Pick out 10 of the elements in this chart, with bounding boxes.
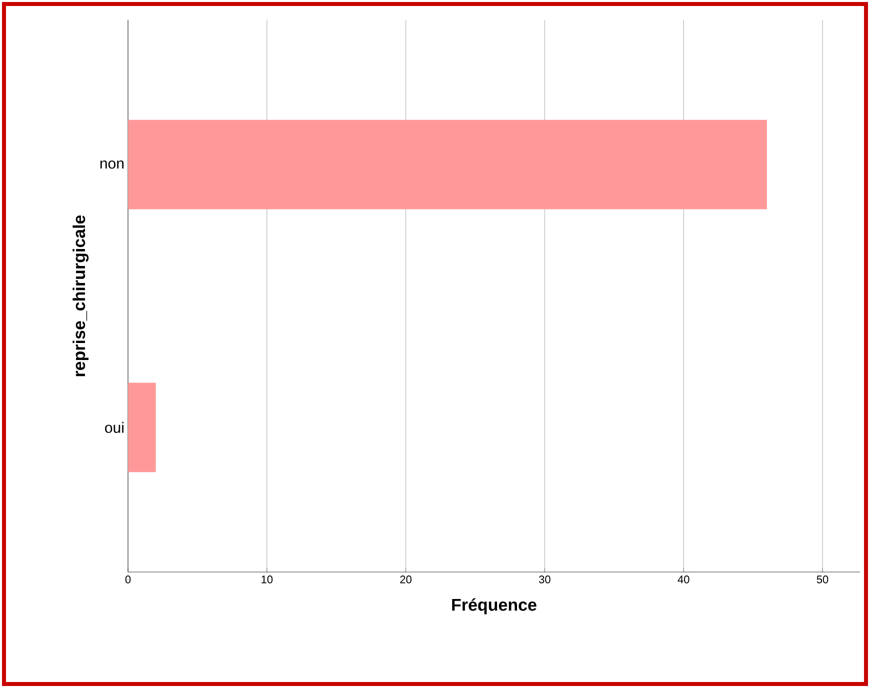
x-axis-title: Fréquence: [452, 598, 536, 614]
x-tick-label: 50: [816, 576, 828, 584]
x-tick-label: 20: [400, 576, 412, 584]
y-axis-title: reprise_chirurgicale: [72, 215, 89, 376]
x-tick-label: 0: [125, 576, 131, 584]
x-tick-label: 10: [262, 576, 273, 584]
y-tick-label: oui: [105, 422, 124, 433]
x-tick-label: 40: [678, 576, 690, 584]
x-tick-label: 30: [539, 576, 550, 584]
y-tick-label: non: [100, 160, 124, 169]
